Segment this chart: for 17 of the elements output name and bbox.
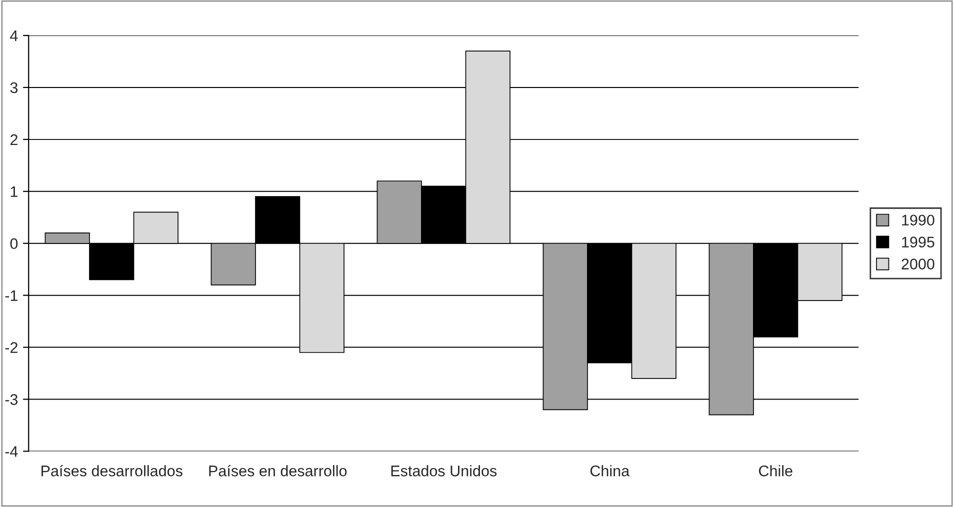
legend-label: 1995 [902, 236, 934, 248]
y-tick-label: -3 [5, 394, 18, 405]
y-tick-label: -4 [5, 446, 18, 457]
y-tick-label: 3 [10, 82, 18, 94]
y-tick-label: -2 [5, 342, 18, 353]
y-tick-label: 0 [10, 238, 18, 250]
y-tick-label: 4 [10, 30, 18, 42]
legend-label: 2000 [902, 258, 934, 270]
legend-label: 1990 [902, 214, 934, 226]
y-tick-label: -1 [5, 290, 18, 301]
x-tick-label: China [590, 465, 630, 476]
x-tick-label: Estados Unidos [391, 465, 497, 476]
y-tick-label: 1 [10, 186, 18, 197]
y-tick-label: 2 [10, 134, 18, 145]
x-tick-label: Países en desarrollo [209, 464, 347, 476]
x-tick-label: Chile [758, 465, 792, 476]
x-tick-label: Países desarrollados [42, 464, 182, 476]
